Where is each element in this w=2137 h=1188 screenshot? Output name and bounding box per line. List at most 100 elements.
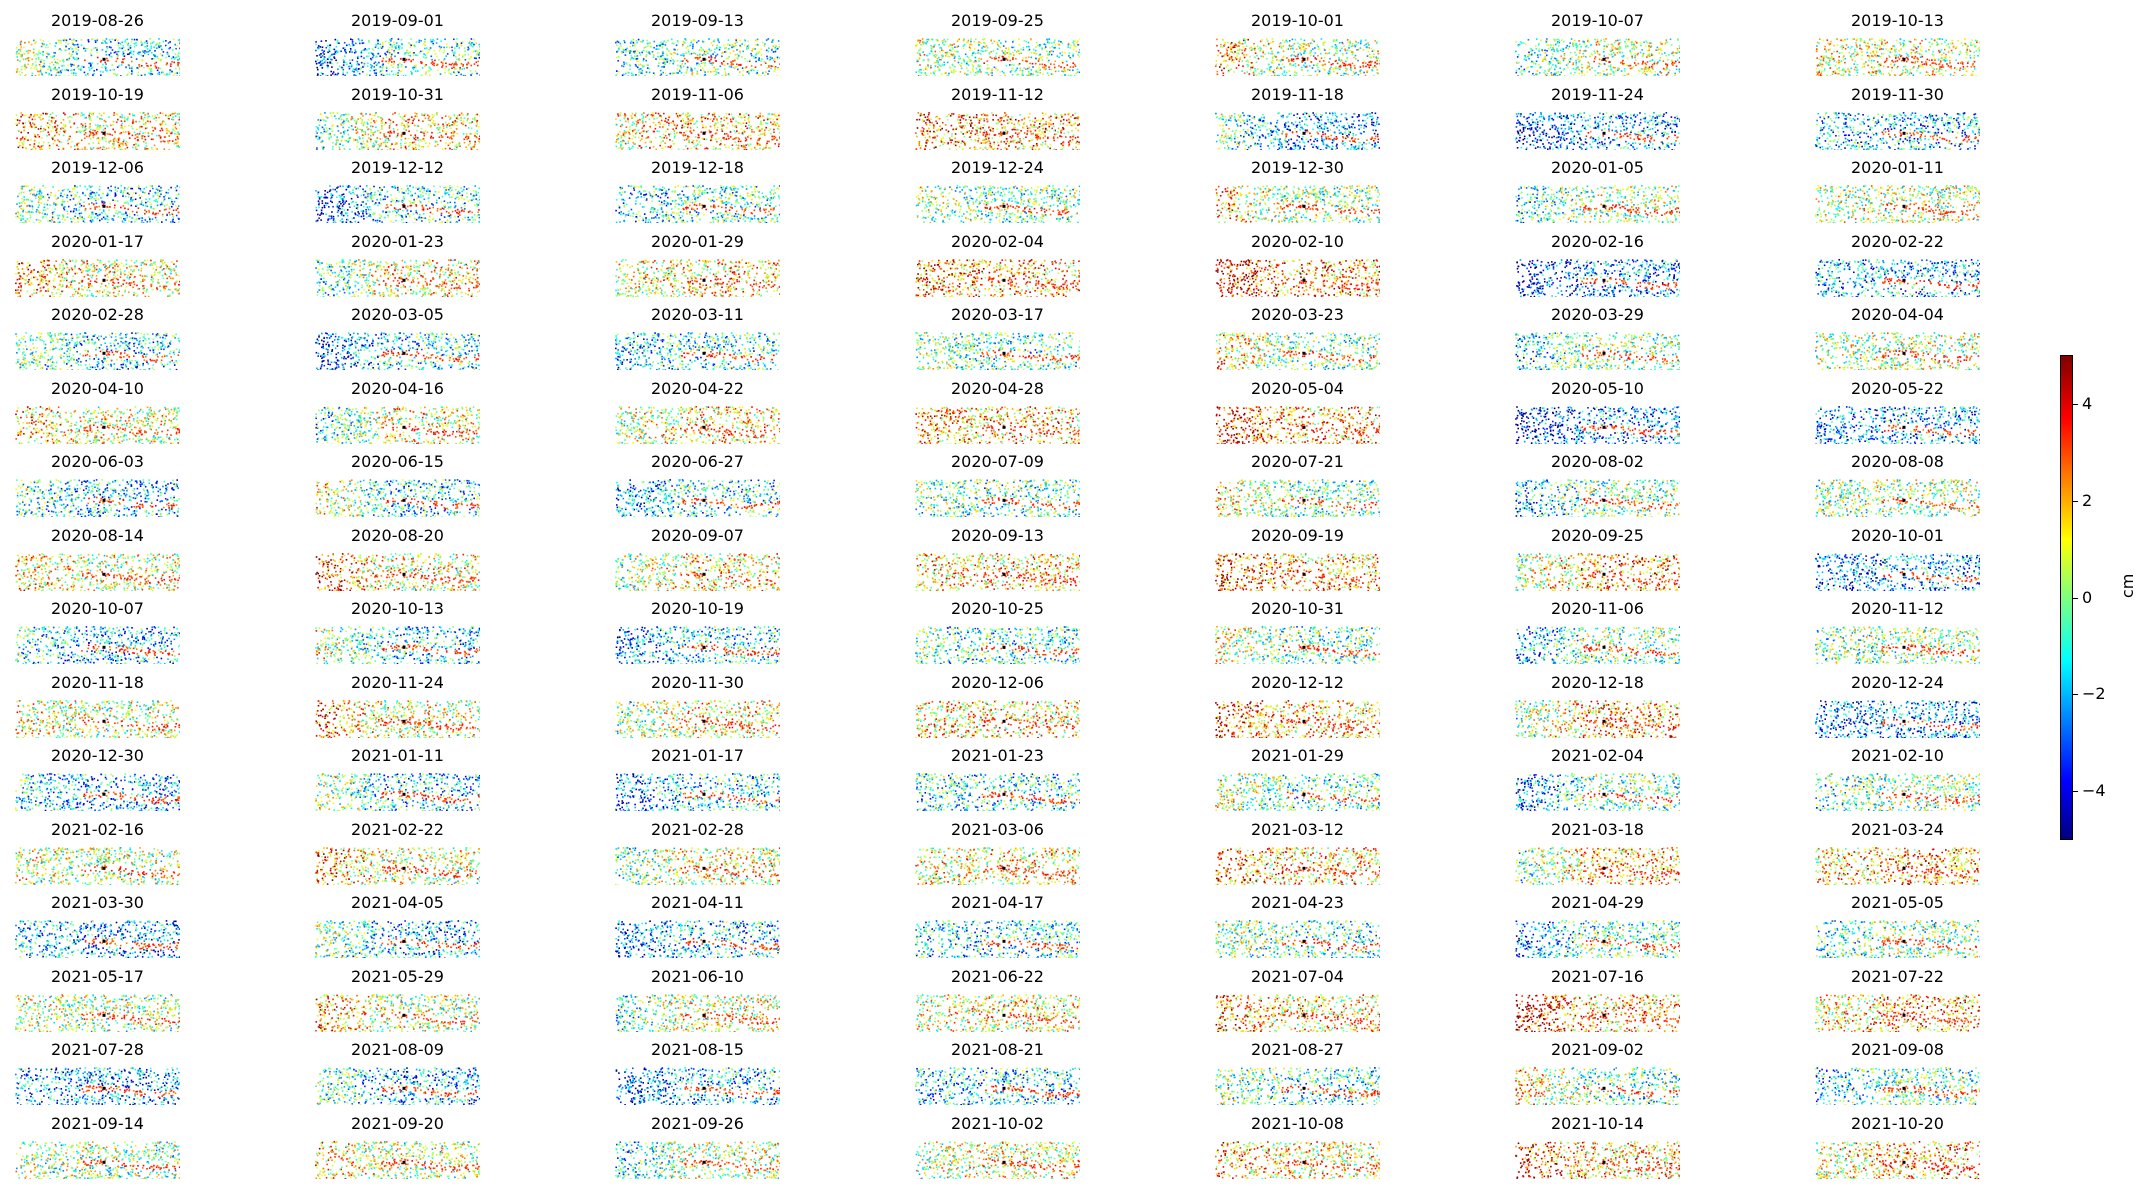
scatter-point <box>38 50 40 52</box>
scatter-point <box>88 143 90 145</box>
scatter-point <box>1539 48 1541 50</box>
scatter-point <box>453 71 455 73</box>
scatter-point <box>373 55 375 57</box>
scatter-point <box>1974 61 1976 63</box>
scatter-point <box>697 54 699 56</box>
scatter-point <box>991 70 993 72</box>
scatter-point <box>52 126 54 128</box>
scatter-point <box>1894 64 1896 66</box>
scatter-point <box>413 52 415 54</box>
scatter-point <box>1055 45 1057 47</box>
scatter-point <box>924 42 926 44</box>
scatter-point <box>102 71 104 73</box>
scatter-point <box>996 58 998 60</box>
scatter-point <box>736 64 738 66</box>
scatter-point <box>1218 50 1220 52</box>
scatter-point <box>170 114 172 116</box>
scatter-point <box>1950 43 1952 45</box>
scatter-point <box>1289 75 1291 76</box>
scatter-point <box>410 45 412 47</box>
scatter-point <box>729 66 731 68</box>
scatter-point <box>1247 66 1249 68</box>
scatter-point <box>687 67 689 69</box>
scatter-point <box>377 43 379 45</box>
scatter-point <box>1660 42 1662 44</box>
scatter-point <box>80 114 82 116</box>
scatter-point <box>431 59 433 61</box>
scatter-point <box>58 72 60 74</box>
scatter-point <box>439 46 441 48</box>
scatter-point <box>68 59 70 61</box>
scatter-point <box>1575 54 1577 56</box>
scatter-point <box>930 65 932 67</box>
reference-point <box>403 58 406 61</box>
scatter-point <box>955 70 957 72</box>
scatter-point <box>704 62 706 64</box>
scatter-point <box>767 73 769 75</box>
scatter-point <box>345 52 347 54</box>
scatter-point <box>1877 61 1879 63</box>
scatter-point <box>159 46 161 48</box>
scatter-point <box>665 44 667 46</box>
scatter-point <box>370 67 372 69</box>
scatter-point <box>455 64 457 66</box>
scatter-point <box>972 53 974 55</box>
scatter-point <box>330 71 332 73</box>
scatter-point <box>68 142 70 144</box>
scatter-point <box>1373 54 1375 56</box>
scatter-point <box>1630 42 1632 44</box>
scatter-point <box>986 68 988 70</box>
scatter-point <box>714 75 716 76</box>
scatter-point <box>1935 71 1937 73</box>
scatter-point <box>774 69 776 71</box>
scatter-point <box>18 146 20 148</box>
scatter-point <box>920 69 922 71</box>
scatter-point <box>1822 64 1824 66</box>
scatter-point <box>160 129 162 131</box>
scatter-point <box>1871 62 1873 64</box>
scatter-point <box>49 43 51 45</box>
scatter-point <box>51 121 53 123</box>
scatter-point <box>952 48 954 50</box>
scatter-point <box>729 75 731 76</box>
scatter-point <box>1232 47 1234 49</box>
scatter-point <box>978 60 980 62</box>
scatter-point <box>944 41 946 43</box>
scatter-point <box>692 72 694 74</box>
scatter-point <box>1977 40 1979 42</box>
scatter-point <box>67 65 69 67</box>
scatter-point <box>152 138 154 140</box>
scatter-point <box>695 57 697 59</box>
scatter-point <box>1888 55 1890 57</box>
scatter-point <box>1942 59 1944 61</box>
scatter-point <box>389 47 391 49</box>
scatter-point <box>469 58 471 60</box>
scatter-point <box>1049 38 1051 40</box>
scatter-point <box>927 66 929 68</box>
scatter-point <box>1339 69 1341 71</box>
scatter-point <box>935 54 937 56</box>
scatter-point <box>684 58 686 60</box>
scatter-point <box>721 53 723 55</box>
scatter-point <box>1348 45 1350 47</box>
scatter-point <box>141 115 143 117</box>
scatter-point <box>1609 74 1611 76</box>
scatter-point <box>941 74 943 76</box>
scatter-point <box>420 40 422 42</box>
scatter-point <box>662 43 664 45</box>
scatter-point <box>178 138 180 140</box>
scatter-point <box>410 71 412 73</box>
scatter-point <box>38 128 40 130</box>
scatter-point <box>139 66 141 68</box>
scatter-point <box>154 50 156 52</box>
scatter-point <box>1567 67 1569 69</box>
scatter-point <box>1660 57 1662 59</box>
scatter-point <box>742 51 744 53</box>
scatter-point <box>95 41 97 43</box>
scatter-point <box>100 125 102 127</box>
scatter-point <box>1022 74 1024 76</box>
scatter-point <box>969 44 971 46</box>
scatter-point <box>1008 56 1010 58</box>
scatter-point <box>1938 64 1940 66</box>
scatter-point <box>21 131 23 133</box>
